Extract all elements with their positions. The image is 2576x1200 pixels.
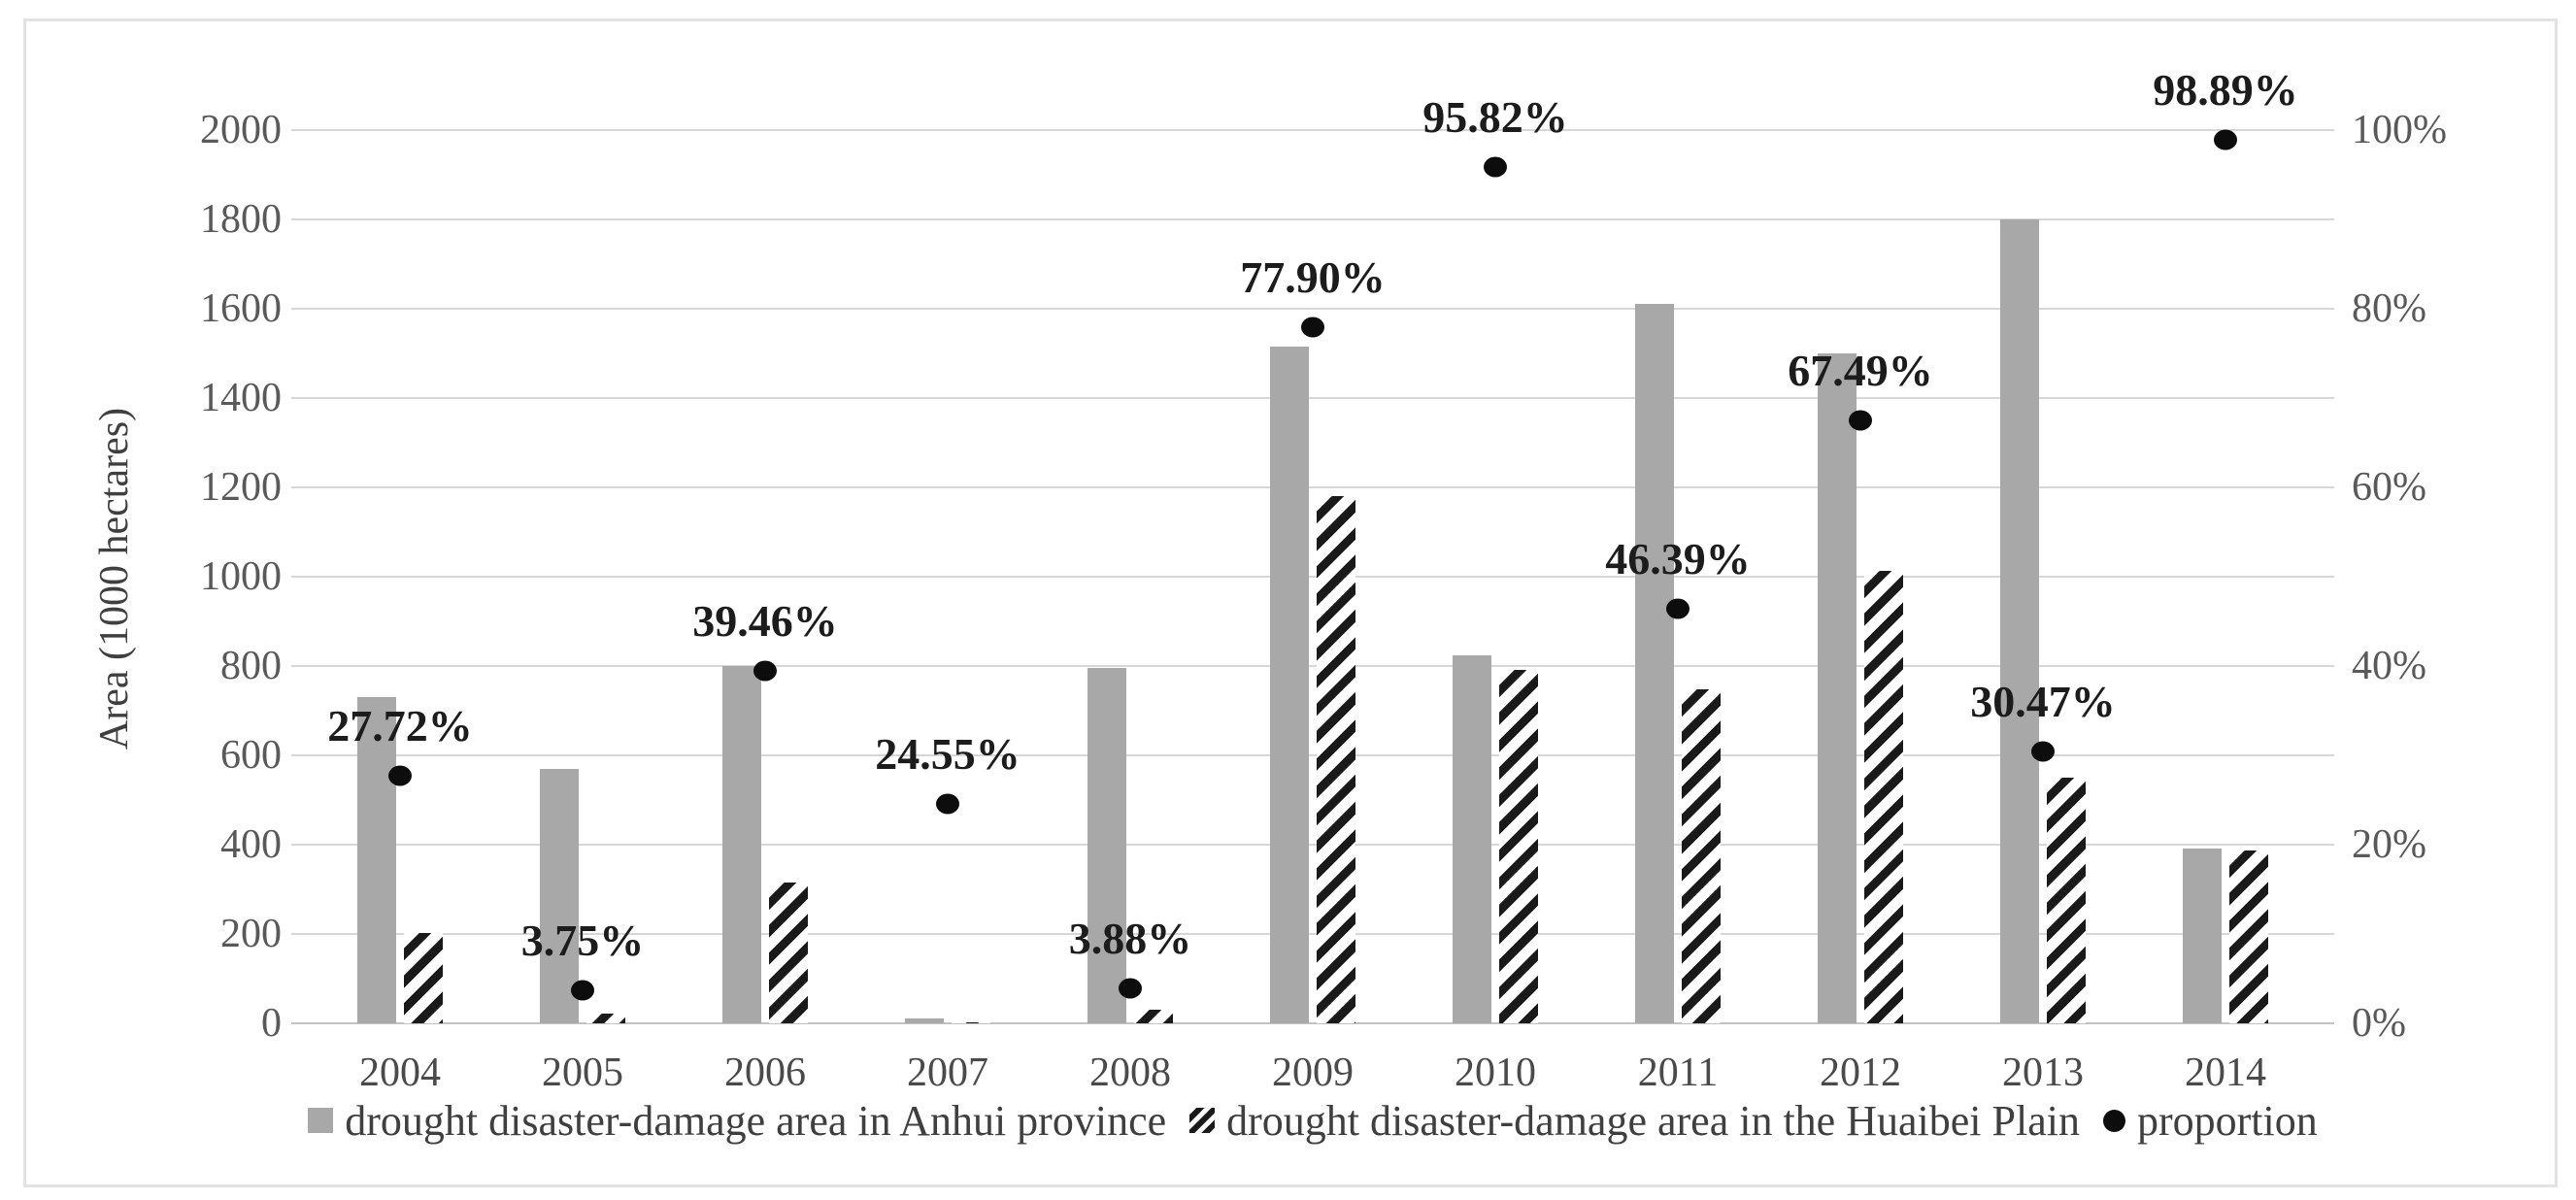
- gridline: [291, 486, 2334, 488]
- proportion-dot-2010: [1484, 156, 1507, 178]
- bar-huaibei-2009: [1317, 496, 1355, 1023]
- bar-anhui-2006: [722, 666, 761, 1023]
- left-axis-tick-label: 1600: [200, 286, 282, 331]
- left-axis-tick-label: 1200: [200, 465, 282, 510]
- right-axis-tick-label: 40%: [2352, 644, 2426, 688]
- proportion-dot-2009: [1301, 317, 1324, 338]
- proportion-label-2005: 3.75%: [520, 915, 645, 965]
- left-axis-tick-label: 600: [220, 733, 282, 778]
- gridline: [291, 933, 2334, 935]
- right-axis-tick-label: 100%: [2352, 108, 2447, 152]
- x-axis-label-2013: 2013: [2002, 1050, 2084, 1095]
- left-axis-tick-label: 400: [220, 822, 282, 867]
- proportion-label-2010: 95.82%: [1422, 92, 1568, 143]
- bar-anhui-2005: [540, 768, 579, 1023]
- bar-huaibei-2012: [1864, 571, 1903, 1023]
- legend: drought disaster-damage area in Anhui pr…: [155, 1093, 2470, 1148]
- bar-huaibei-2013: [2047, 778, 2086, 1023]
- left-axis-tick-label: 1400: [200, 376, 282, 420]
- proportion-label-2013: 30.47%: [1970, 676, 2116, 726]
- proportion-label-2012: 67.49%: [1788, 346, 1933, 396]
- proportion-dot-swatch-icon: [2102, 1109, 2125, 1132]
- left-axis-tick-label: 800: [220, 644, 282, 688]
- figure-frame: [23, 18, 2558, 1187]
- proportion-label-2011: 46.39%: [1605, 534, 1751, 584]
- legend-item-huaibei: drought disaster-damage area in the Huai…: [1189, 1096, 2080, 1146]
- proportion-dot-2004: [388, 765, 412, 786]
- proportion-dot-2013: [2031, 741, 2055, 762]
- gridline: [291, 308, 2334, 310]
- proportion-dot-2007: [936, 793, 959, 815]
- x-axis-label-2004: 2004: [359, 1050, 441, 1095]
- gridline: [291, 665, 2334, 667]
- proportion-dot-2008: [1119, 978, 1142, 999]
- proportion-label-2004: 27.72%: [327, 700, 473, 750]
- bar-huaibei-2008: [1134, 1009, 1173, 1023]
- legend-label-huaibei: drought disaster-damage area in the Huai…: [1226, 1096, 2080, 1145]
- x-axis-line: [291, 1022, 2334, 1024]
- proportion-dot-2014: [2214, 129, 2237, 150]
- x-axis-label-2010: 2010: [1455, 1050, 1536, 1095]
- bar-huaibei-2014: [2229, 850, 2268, 1023]
- legend-item-proportion: proportion: [2102, 1096, 2318, 1146]
- bar-anhui-2012: [1818, 353, 1857, 1023]
- right-axis-tick-label: 60%: [2352, 465, 2426, 510]
- proportion-label-2014: 98.89%: [2153, 65, 2298, 116]
- hatched-bar-swatch-icon: [1189, 1108, 1216, 1133]
- gray-bar-swatch-icon: [308, 1108, 334, 1133]
- gridline: [291, 754, 2334, 756]
- gridline: [291, 576, 2334, 578]
- bar-anhui-2013: [2000, 219, 2039, 1023]
- bar-anhui-2010: [1453, 654, 1491, 1023]
- bar-anhui-2014: [2183, 848, 2222, 1023]
- bar-huaibei-2005: [586, 1014, 625, 1023]
- x-axis-label-2007: 2007: [907, 1050, 988, 1095]
- x-axis-label-2005: 2005: [542, 1050, 623, 1095]
- proportion-label-2008: 3.88%: [1068, 914, 1192, 964]
- x-axis-label-2006: 2006: [724, 1050, 806, 1095]
- proportion-dot-2006: [753, 660, 777, 682]
- bar-huaibei-2004: [404, 933, 443, 1023]
- left-axis-tick-label: 1800: [200, 197, 282, 242]
- right-axis-tick-label: 20%: [2352, 822, 2426, 867]
- x-axis-label-2011: 2011: [1637, 1050, 1719, 1095]
- legend-label-proportion: proportion: [2136, 1096, 2318, 1145]
- bar-anhui-2011: [1635, 304, 1674, 1023]
- left-axis-tick-label: 2000: [200, 108, 282, 152]
- left-axis-tick-label: 200: [220, 912, 282, 956]
- right-axis-tick-label: 0%: [2352, 1001, 2406, 1046]
- gridline: [291, 129, 2334, 131]
- proportion-dot-2012: [1849, 410, 1872, 431]
- legend-item-anhui: drought disaster-damage area in Anhui pr…: [308, 1096, 1166, 1146]
- proportion-dot-2011: [1666, 598, 1689, 619]
- x-axis-label-2009: 2009: [1272, 1050, 1354, 1095]
- x-axis-label-2014: 2014: [2185, 1050, 2266, 1095]
- right-axis-tick-label: 80%: [2352, 286, 2426, 331]
- left-axis-tick-label: 1000: [200, 554, 282, 599]
- bar-huaibei-2011: [1682, 689, 1721, 1023]
- gridline: [291, 844, 2334, 846]
- bar-anhui-2009: [1270, 347, 1309, 1023]
- gridline: [291, 397, 2334, 399]
- bar-huaibei-2007: [952, 1022, 990, 1023]
- x-axis-label-2012: 2012: [1820, 1050, 1901, 1095]
- proportion-label-2006: 39.46%: [692, 595, 838, 646]
- bar-huaibei-2006: [769, 882, 808, 1023]
- bar-anhui-2007: [905, 1018, 944, 1023]
- proportion-label-2009: 77.90%: [1240, 252, 1386, 303]
- proportion-label-2007: 24.55%: [875, 729, 1020, 780]
- bar-anhui-2008: [1087, 668, 1126, 1023]
- left-axis-tick-label: 0: [261, 1001, 282, 1046]
- proportion-dot-2005: [571, 980, 594, 1000]
- legend-label-anhui: drought disaster-damage area in Anhui pr…: [345, 1096, 1167, 1145]
- gridline: [291, 218, 2334, 220]
- bar-anhui-2004: [357, 697, 396, 1023]
- bar-huaibei-2010: [1499, 670, 1538, 1023]
- y-axis-title: Area (1000 hectares): [92, 407, 137, 750]
- x-axis-label-2008: 2008: [1089, 1050, 1171, 1095]
